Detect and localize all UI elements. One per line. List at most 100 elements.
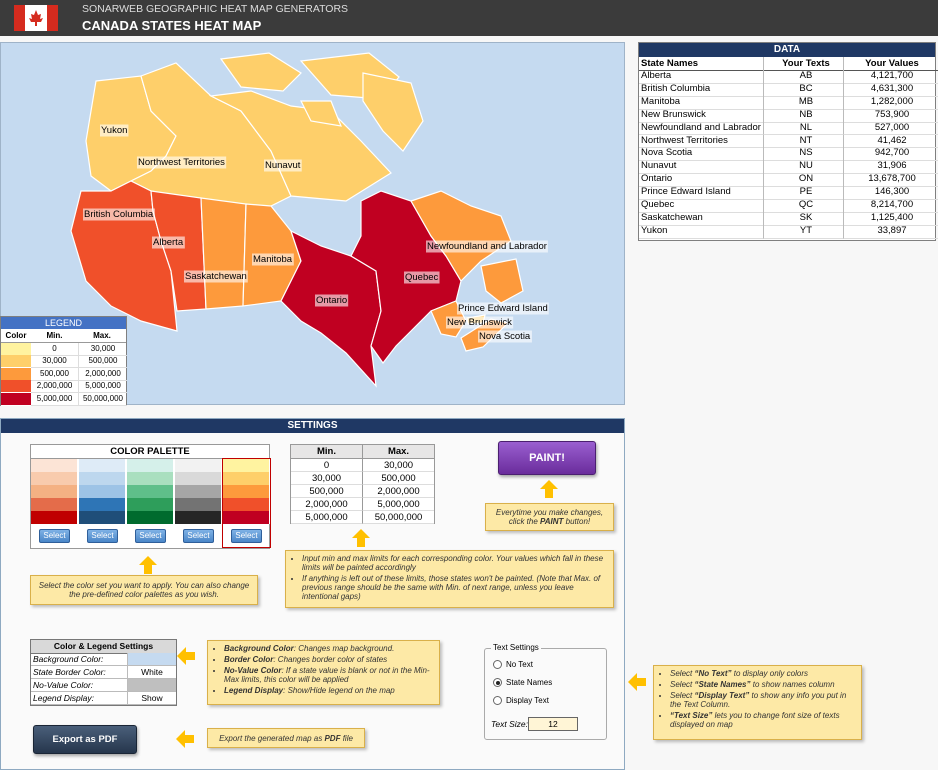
limits-cell: 500,000 [362, 472, 434, 485]
note: Export the generated map as PDF file [207, 728, 365, 748]
text-settings: Text Settings No Text State Names Display T… [484, 643, 607, 740]
palette-swatch [127, 498, 174, 511]
note-text: button! [563, 517, 591, 526]
map-label: Alberta [153, 237, 184, 248]
select-button[interactable]: Select [39, 529, 70, 543]
limits-header: Min. [291, 445, 362, 459]
data-cell: 41,462 [843, 134, 938, 149]
note-term: “Display Text” [694, 691, 750, 700]
data-cell: British Columbia [639, 83, 765, 97]
cl-swatch [127, 679, 176, 692]
arrow-up [540, 480, 558, 498]
note-term: PAINT [540, 517, 564, 526]
map-label-bg [315, 294, 349, 307]
map-label: Saskatchewan [185, 271, 247, 282]
note: Select “No Text” to display only colors S… [653, 665, 862, 740]
note-item: Select “No Text” to display only colors [670, 669, 855, 678]
paint-button[interactable]: PAINT! [498, 441, 596, 475]
arrow-left [177, 647, 195, 665]
note-item: Select “Display Text” to show any info y… [670, 691, 855, 709]
palette-swatch [175, 459, 222, 472]
note-text-group: Everytime you make changes, click the PA… [492, 508, 607, 526]
cl-value: White [127, 666, 176, 679]
note-text: file [340, 733, 353, 743]
note-text-group: Export the generated map as PDF file [219, 734, 353, 743]
palette-swatch [31, 511, 78, 524]
data-cell: BC [763, 82, 846, 97]
data-cell: NL [763, 121, 846, 136]
palette-swatch [223, 472, 270, 485]
data-cell: 1,282,000 [843, 95, 938, 110]
color-palette: COLOR PALETTE Select Select Select Select Sel… [30, 444, 271, 549]
select-button[interactable]: Select [183, 529, 214, 543]
note-item: Legend Display: Show/Hide legend on the … [224, 686, 433, 695]
note: Select the color set you want to apply. … [30, 575, 258, 605]
select-button[interactable]: Select [135, 529, 166, 543]
data-cell: Prince Edward Island [639, 186, 765, 200]
data-cell: ON [763, 173, 846, 188]
palette-swatch [223, 485, 270, 498]
text-size-input[interactable]: 12 [528, 717, 578, 731]
note-term: Legend Display [224, 686, 284, 695]
limits-cell: 30,000 [362, 459, 434, 472]
data-header: Your Values [843, 57, 938, 71]
radio-button[interactable] [493, 696, 502, 705]
map-label: Quebec [405, 272, 439, 283]
data-cell: NT [763, 134, 846, 149]
ts-title: Text Settings [491, 643, 541, 653]
data-cell: Manitoba [639, 96, 765, 110]
radio-label[interactable]: State Names [506, 678, 553, 687]
radio-button[interactable] [493, 660, 502, 669]
palette-swatch [127, 511, 174, 524]
note-item: Select “State Names” to show names colum… [670, 680, 855, 689]
map-label-bg [457, 302, 549, 315]
data-table: DATA State Names Your Texts Your Values Albe… [638, 42, 938, 241]
palette-swatch [79, 498, 126, 511]
palette-swatch [31, 472, 78, 485]
radio-label[interactable]: No Text [506, 660, 533, 669]
legend-header: Color [1, 329, 31, 343]
data-cell: Ontario [639, 173, 765, 188]
data-cell: NU [763, 160, 846, 175]
province [362, 72, 424, 152]
map-label: Yukon [101, 125, 127, 136]
palette-swatch [127, 459, 174, 472]
note-list: Background Color: Changes map background… [214, 644, 433, 695]
map-label-bg [426, 240, 548, 253]
arrow-up [139, 556, 157, 574]
note-term: Border Color [224, 655, 274, 664]
limits-cell: 5,000,000 [362, 498, 434, 511]
select-button[interactable]: Select [231, 529, 262, 543]
note-term: “State Names” [694, 680, 751, 689]
export-button[interactable]: Export as PDF [33, 725, 137, 754]
legend-swatch [1, 343, 31, 356]
note-list: Input min and max limits for each corres… [292, 554, 607, 601]
data-cell: 4,121,700 [843, 70, 938, 84]
note-text: lets you to change font size of texts di… [670, 711, 840, 729]
palette-swatch [31, 485, 78, 498]
legend-min: 0 [31, 343, 78, 356]
limits-cell: 50,000,000 [362, 511, 434, 524]
data-cell: PE [763, 186, 846, 200]
cl-label: State Border Color: [31, 666, 127, 679]
palette-swatch [175, 511, 222, 524]
header-subtitle: SONARWEB GEOGRAPHIC HEAT MAP GENERATORS [82, 3, 349, 15]
map-label: British Columbia [84, 209, 154, 220]
radio-label[interactable]: Display Text [506, 696, 549, 705]
limits-cell: 30,000 [291, 472, 362, 485]
flag-icon [14, 5, 58, 31]
data-cell: 1,125,400 [843, 211, 938, 226]
palette-swatch [223, 511, 270, 524]
palette-swatch [175, 472, 222, 485]
select-button[interactable]: Select [87, 529, 118, 543]
arrow-left [176, 730, 194, 748]
note-item: “Text Size” lets you to change font size… [670, 711, 855, 729]
note-text: Select the color set you want to apply. … [38, 581, 250, 599]
cl-label: Background Color: [31, 653, 127, 666]
legend-title: LEGEND [1, 317, 126, 329]
radio-button[interactable] [493, 678, 502, 687]
note-text: Select [670, 691, 695, 700]
legend-swatch [1, 355, 31, 369]
note-text: Everytime you make changes, click the [495, 508, 604, 526]
